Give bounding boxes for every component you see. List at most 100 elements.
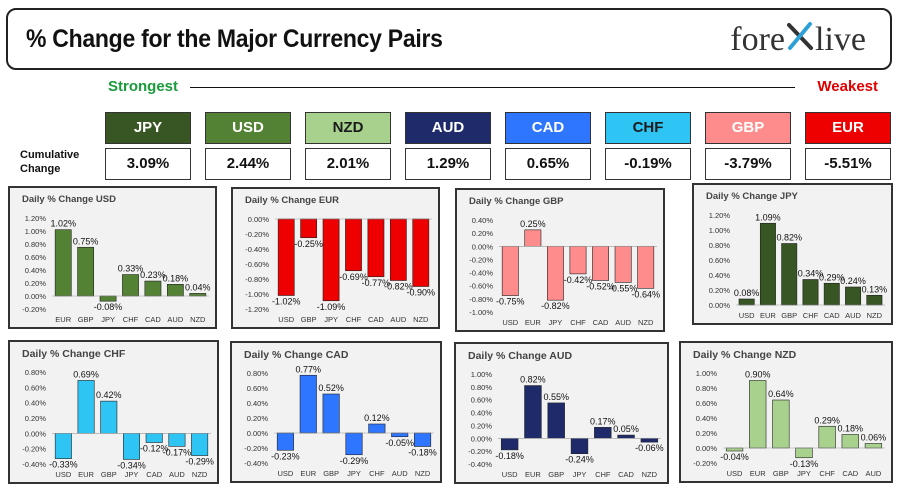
- x-tick-label: USD: [502, 470, 518, 479]
- bar-eur: [759, 222, 776, 306]
- bar-value-label: -0.34%: [117, 460, 146, 470]
- bar-cad: [367, 218, 385, 278]
- y-tick-label: 1.00%: [696, 369, 718, 378]
- bar-value-label: -0.77%: [362, 278, 391, 288]
- y-tick-label: -0.20%: [22, 445, 46, 454]
- x-tick-label: AUD: [615, 318, 631, 327]
- bar-value-label: -0.64%: [631, 289, 660, 299]
- y-tick-label: 1.00%: [25, 227, 47, 236]
- y-tick-label: 0.20%: [696, 429, 718, 438]
- y-tick-label: 0.40%: [696, 414, 718, 423]
- y-tick-label: 1.00%: [471, 370, 493, 379]
- cumulative-change-value: 2.01%: [305, 148, 391, 180]
- bar-chart: -0.20% 0.00% 0.20% 0.40% 0.60% 0.80% 1.00% 1.20…: [22, 214, 210, 324]
- bar-jpy: [547, 245, 564, 301]
- x-tick-label: EUR: [760, 311, 776, 320]
- bar-value-label: 0.06%: [861, 433, 887, 443]
- y-tick-label: 1.20%: [709, 211, 731, 220]
- bar-value-label: 0.05%: [613, 424, 639, 434]
- page-title: % Change for the Major Currency Pairs: [26, 25, 443, 53]
- bar-value-label: 0.18%: [838, 424, 864, 434]
- bar-usd: [277, 218, 295, 296]
- y-tick-label: -0.20%: [469, 255, 493, 264]
- y-tick-label: 0.60%: [709, 256, 731, 265]
- bar-aud: [391, 432, 409, 438]
- x-tick-label: EUR: [750, 469, 766, 478]
- x-tick-label: AUD: [390, 315, 406, 324]
- currency-card-gbp: GBP -3.79%: [705, 112, 791, 180]
- bar-usd: [276, 432, 294, 451]
- bar-jpy: [99, 295, 117, 302]
- x-tick-label: AUD: [866, 469, 882, 478]
- y-tick-label: 0.00%: [709, 301, 731, 310]
- chart-title: Daily % Change EUR: [245, 195, 339, 206]
- bar-value-label: -0.75%: [496, 297, 525, 307]
- x-tick-label: JPY: [125, 470, 139, 479]
- x-tick-label: EUR: [300, 469, 316, 478]
- bar-gbp: [547, 402, 565, 439]
- bar-aud: [168, 433, 186, 447]
- currency-card-usd: USD 2.44%: [205, 112, 291, 180]
- currency-card-nzd: NZD 2.01%: [305, 112, 391, 180]
- bar-value-label: -0.82%: [384, 282, 413, 292]
- x-tick-label: CAD: [842, 469, 858, 478]
- bar-chart: 0.00% 0.20% 0.40% 0.60% 0.80% 1.00% 1.20% 0.08%…: [709, 211, 888, 320]
- bar-aud: [845, 286, 862, 306]
- x-tick-label: JPY: [101, 315, 115, 324]
- bar-chf: [818, 425, 836, 449]
- bar-aud: [614, 245, 632, 283]
- cumulative-change-value: 1.29%: [405, 148, 491, 180]
- currency-code: AUD: [405, 112, 491, 144]
- currency-card-cad: CAD 0.65%: [505, 112, 591, 180]
- bar-cad: [592, 245, 609, 281]
- bar-cad: [144, 280, 162, 297]
- x-tick-label: JPY: [324, 315, 338, 324]
- y-tick-label: 0.00%: [247, 429, 269, 438]
- y-tick-label: -0.80%: [469, 295, 493, 304]
- bar-chf: [345, 218, 362, 272]
- chart-title: Daily % Change CHF: [22, 348, 126, 360]
- y-tick-label: -0.40%: [468, 460, 492, 469]
- logo-x-icon: [787, 21, 814, 50]
- x-tick-label: CHF: [123, 315, 139, 324]
- y-tick-label: 0.20%: [25, 279, 47, 288]
- x-tick-label: GBP: [773, 469, 789, 478]
- bar-gbp: [77, 246, 95, 297]
- bar-nzd: [189, 293, 207, 297]
- bar-value-label: -0.18%: [495, 451, 524, 461]
- currency-code: CHF: [605, 112, 691, 144]
- x-tick-label: CAD: [618, 470, 634, 479]
- x-tick-label: JPY: [797, 469, 811, 478]
- y-tick-label: 0.80%: [696, 384, 718, 393]
- x-tick-label: GBP: [323, 469, 339, 478]
- bar-value-label: 0.23%: [140, 270, 166, 280]
- y-tick-label: 0.40%: [471, 409, 493, 418]
- strength-divider: [190, 87, 795, 88]
- bar-value-label: 0.18%: [163, 273, 189, 283]
- bar-value-label: -0.18%: [408, 448, 437, 458]
- bar-value-label: -0.90%: [407, 288, 436, 298]
- x-tick-label: NZD: [638, 318, 654, 327]
- logo-text-right: live: [815, 21, 866, 58]
- bar-chf: [122, 274, 139, 297]
- x-tick-label: NZD: [192, 470, 208, 479]
- bar-value-label: -0.06%: [635, 443, 664, 453]
- x-tick-label: GBP: [548, 470, 564, 479]
- chart-panel-cad: Daily % Change CAD -0.40% -0.20% 0.00% 0.20%…: [230, 341, 442, 483]
- bar-chart: -0.40% -0.20% 0.00% 0.20% 0.40% 0.60% 0.80% 1.0…: [468, 370, 664, 479]
- bar-chf: [368, 423, 386, 434]
- bar-value-label: -0.12%: [140, 444, 169, 454]
- bar-value-label: 0.13%: [862, 284, 888, 294]
- bar-jpy: [345, 432, 363, 456]
- x-tick-label: CHF: [595, 470, 611, 479]
- currency-code: EUR: [805, 112, 891, 144]
- cumulative-change-value: -0.19%: [605, 148, 691, 180]
- chart-title: Daily % Change AUD: [468, 350, 573, 362]
- y-tick-label: 0.40%: [709, 271, 731, 280]
- y-tick-label: 0.20%: [471, 421, 493, 430]
- x-tick-label: CHF: [369, 469, 385, 478]
- bar-value-label: -1.09%: [317, 302, 346, 312]
- bar-value-label: -0.24%: [565, 455, 594, 465]
- x-tick-label: EUR: [525, 470, 541, 479]
- x-tick-label: USD: [55, 470, 71, 479]
